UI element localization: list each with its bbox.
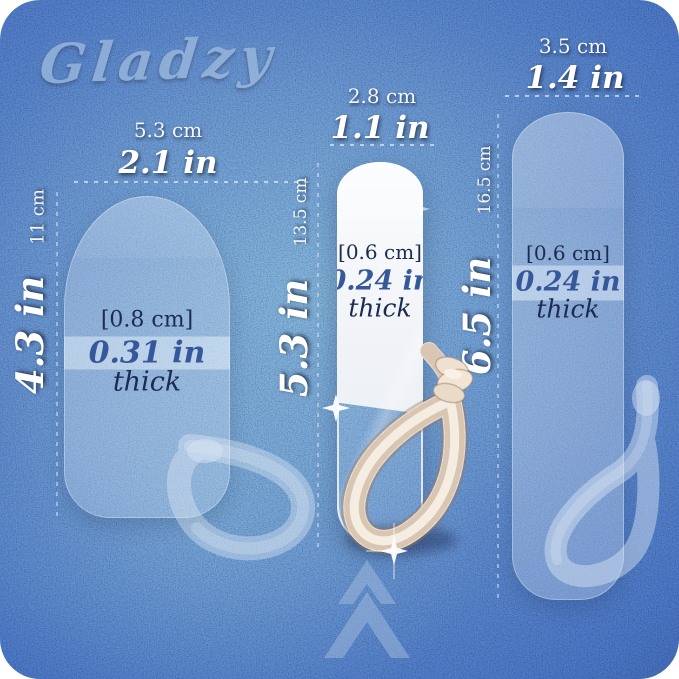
- right-thickness-word: thick: [536, 294, 600, 324]
- middle-length-label-cm: 13.5 cm: [291, 177, 311, 247]
- left-length-label-cm: 11 cm: [27, 189, 49, 245]
- glass-reflection: [337, 162, 423, 544]
- middle-width-label-cm: 2.8 cm: [347, 84, 417, 108]
- right-length-label-cm: 16.5 cm: [475, 145, 495, 215]
- brand-logo: Gladzy: [36, 23, 281, 97]
- foot-file-middle: [0.6 cm] 0.24 in thick: [337, 162, 423, 544]
- right-width-label-cm: 3.5 cm: [538, 34, 608, 58]
- left-width-guide-line: [74, 181, 312, 183]
- left-width-label-in: 2.1 in: [118, 145, 218, 181]
- middle-thickness-word: thick: [348, 293, 412, 323]
- left-thickness-in: 0.31 in: [88, 335, 206, 371]
- middle-thickness-cm: [0.6 cm]: [338, 240, 422, 264]
- left-length-label-in: 4.3 in: [8, 275, 52, 395]
- middle-width-label-in: 1.1 in: [330, 110, 430, 146]
- right-width-guide-line: [505, 95, 643, 97]
- right-length-label-in: 6.5 in: [455, 256, 499, 376]
- left-thickness-word: thick: [112, 366, 182, 398]
- middle-width-guide-line: [330, 144, 434, 146]
- left-length-guide-line: [56, 192, 58, 522]
- right-thickness-cm: [0.6 cm]: [526, 241, 610, 265]
- middle-length-label-in: 5.3 in: [272, 278, 316, 398]
- foot-file-left: [0.8 cm] 0.31 in thick: [64, 196, 230, 518]
- left-width-label-cm: 5.3 cm: [133, 118, 203, 142]
- right-thickness-in: 0.24 in: [515, 266, 621, 298]
- middle-length-guide-line: [317, 163, 319, 547]
- middle-thickness-in: 0.24 in: [337, 265, 423, 297]
- foot-file-right: [0.6 cm] 0.24 in thick: [512, 112, 624, 600]
- right-width-label-in: 1.4 in: [525, 60, 625, 96]
- left-thickness-cm: [0.8 cm]: [100, 307, 194, 333]
